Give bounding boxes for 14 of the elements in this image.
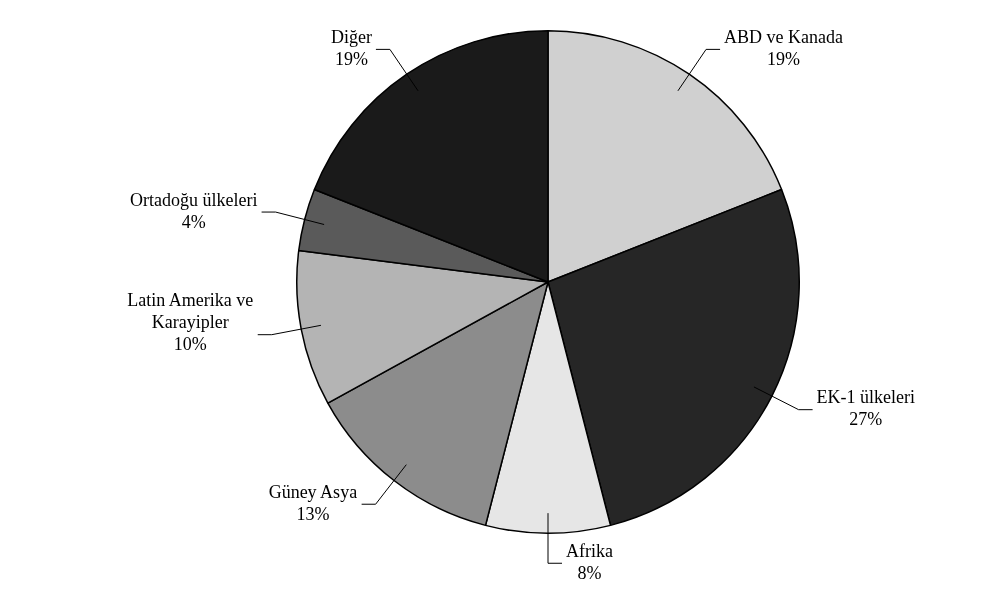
data-label: 27% [849,409,883,430]
slice-label: Güney Asya [268,481,358,502]
data-label: 10% [173,334,207,355]
data-label: 8% [577,562,602,583]
slice-label: Latin Amerika ve Karayipler [127,290,254,333]
data-label: 19% [334,49,368,70]
data-label: 4% [181,211,206,232]
data-label: 13% [296,503,330,524]
slice-label: Afrika [566,540,613,561]
slice-label: ABD ve Kanada [724,27,844,48]
data-label: 19% [767,49,801,70]
slice-label: EK-1 ülkeleri [816,387,916,408]
slice-label: Diğer [330,27,372,48]
slice-label: Ortadoğu ülkeleri [130,189,258,210]
